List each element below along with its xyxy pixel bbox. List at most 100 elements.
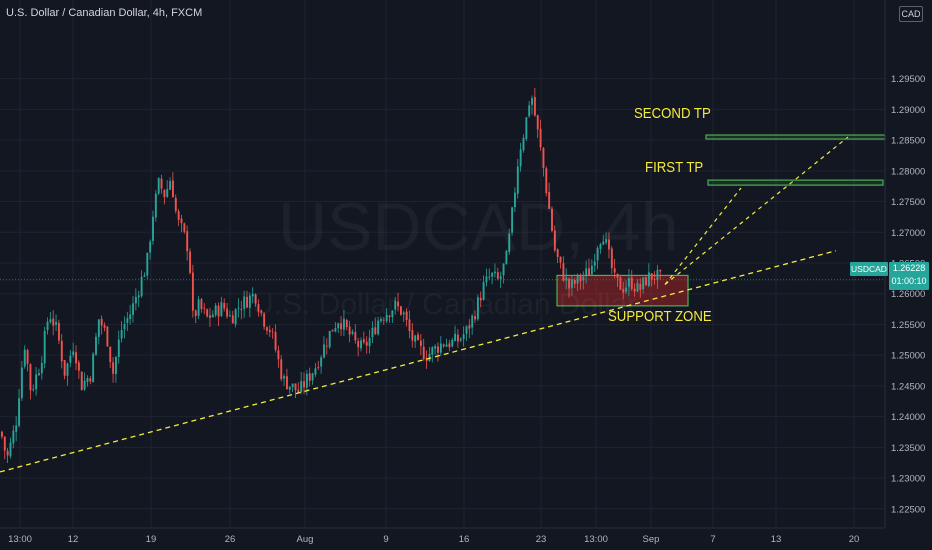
candle [357,337,360,357]
candle [360,337,362,352]
candle [408,310,411,339]
candle [474,310,476,323]
candle [300,371,303,395]
candle [248,292,251,318]
candle [58,319,60,344]
candle [437,342,439,362]
candle [109,346,112,368]
candle [211,310,214,318]
candle [582,271,585,290]
candle [496,267,499,281]
candle [229,310,231,318]
candle [126,311,129,332]
candle [320,354,323,374]
candle [283,374,286,386]
candle [345,318,348,331]
x-tick-label: 19 [146,534,157,545]
candle [491,271,494,285]
candle [568,277,571,298]
candle [6,448,9,464]
y-tick-label: 1.23000 [891,474,925,485]
candle [511,206,514,236]
candle [237,298,240,318]
candle [160,174,163,194]
candle [214,302,217,318]
candle [656,264,659,289]
candle [619,276,622,290]
candle [63,360,66,380]
candle [12,425,15,449]
candle [200,297,203,313]
y-tick-label: 1.25500 [891,320,925,331]
candle [428,347,431,362]
candle [411,323,414,348]
candle [297,382,300,394]
candle [590,259,593,276]
candle [431,346,434,363]
candle [191,264,194,318]
candle [505,249,508,265]
candle [103,322,106,332]
candle [137,290,140,307]
candle [650,273,653,287]
y-tick-label: 1.27500 [891,197,925,208]
candle [197,296,200,320]
candle [60,333,63,369]
candle [362,331,365,345]
projection-line-second-tp [664,136,849,285]
candle [605,232,608,245]
candle [388,314,391,323]
candle [132,295,134,323]
candle [479,291,482,308]
x-tick-label: 7 [710,534,715,545]
candle [608,232,610,259]
y-tick-label: 1.29500 [891,74,925,85]
candle [35,366,38,396]
candle [69,350,72,368]
candle [579,273,582,290]
candle [448,339,451,352]
candle [89,376,92,385]
candle [246,290,248,309]
candle [385,308,388,323]
candle [83,372,86,391]
candle [75,345,77,371]
candle [354,324,357,344]
candle [271,327,274,339]
candle [380,316,382,323]
candle [639,278,642,298]
candle [112,357,115,383]
candle [625,280,628,295]
candle [471,313,474,336]
candle [266,326,268,335]
candle [123,316,126,339]
candle [536,114,539,139]
candle [268,325,271,337]
x-tick-label: 13:00 [8,534,32,545]
candle [377,316,380,336]
candle [585,260,588,284]
currency-button[interactable]: CAD [899,6,923,22]
candle [488,268,491,281]
candle [20,360,23,401]
candle [311,372,314,385]
candle [397,292,400,312]
candle [18,388,20,428]
y-tick-label: 1.24500 [891,381,925,392]
candle [548,182,551,209]
candle [143,272,146,278]
candle [52,310,55,336]
projection-line-first-tp [664,187,742,285]
candle [49,311,52,324]
candle [602,234,605,245]
candle [169,177,172,191]
candle [545,166,548,197]
candle [337,322,340,334]
last-price-badge: 1.26228 01:00:10 [889,262,929,290]
candle [394,296,397,315]
candle [343,310,345,337]
candle [559,256,562,269]
first-tp-box [707,179,884,186]
x-tick-label: Aug [297,534,314,545]
